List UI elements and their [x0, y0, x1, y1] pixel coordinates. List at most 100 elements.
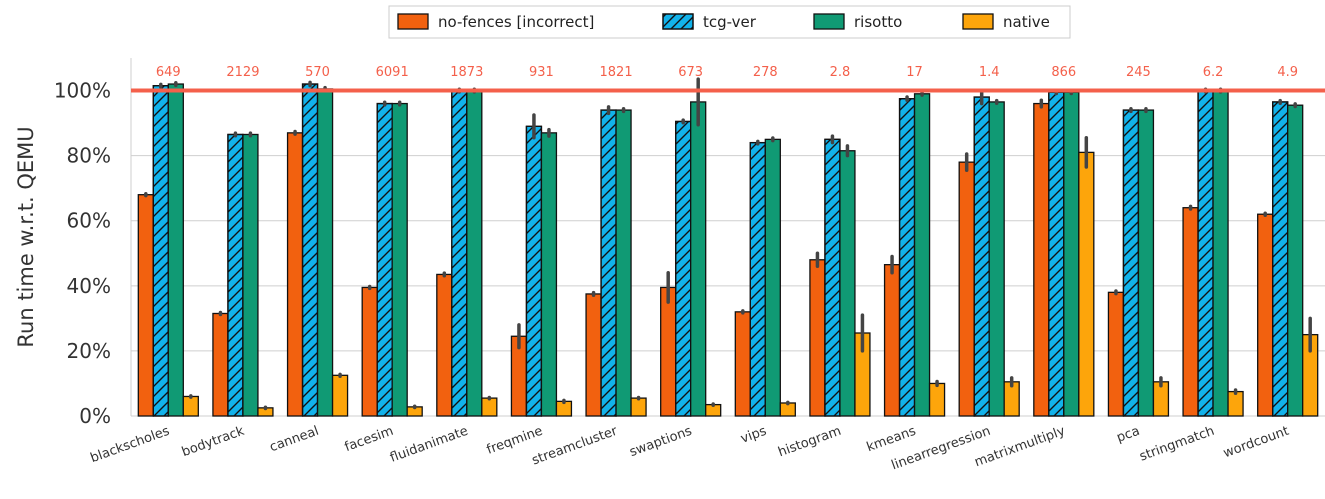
bar: [182, 395, 199, 417]
top-label: 649: [156, 65, 181, 80]
bar-hatch: [451, 89, 468, 417]
x-tick-label: blackscholes: [89, 424, 172, 467]
x-axis: blackscholes bodytrack canneal facesimfluid…: [89, 423, 1292, 473]
bar-hatch: [525, 125, 543, 417]
y-tick-label: 80%: [67, 144, 111, 168]
bar: [242, 133, 259, 417]
legend-box: [388, 5, 1071, 39]
bar: [212, 312, 229, 417]
bar: [1287, 104, 1304, 417]
bar-hatch: [898, 98, 916, 417]
y-tick-label: 100%: [54, 79, 111, 103]
y-axis: 0% 20% 40% 60% 80% 100%: [54, 79, 111, 428]
top-labels: 649 2129 570 6091 1873 931 1821 673 278 2.8 17 1.4 8…: [156, 65, 1298, 80]
top-label: 1821: [600, 65, 633, 80]
x-tick-label: pca: [1115, 424, 1142, 446]
bar: [391, 102, 408, 417]
bar: [1182, 207, 1199, 417]
legend-label: native: [1003, 13, 1050, 31]
x-tick-label: histogram: [776, 424, 843, 461]
bar: [690, 101, 707, 417]
top-label: 931: [529, 65, 554, 80]
legend: no-fences [incorrect] tcg-ver risotto nativ…: [388, 5, 1071, 39]
legend-label: risotto: [854, 13, 902, 31]
top-label: 2129: [226, 65, 259, 80]
x-tick-label: wordcount: [1221, 424, 1291, 462]
bar: [734, 311, 751, 417]
x-tick-label: canneal: [268, 424, 321, 456]
bar: [137, 194, 154, 417]
bar-hatch: [1197, 89, 1214, 417]
bar: [883, 264, 901, 417]
y-tick-label: 20%: [67, 339, 111, 363]
legend-label: tcg-ver: [703, 13, 757, 31]
top-label: 4.9: [1277, 65, 1298, 80]
bar: [615, 109, 632, 417]
bar-hatch: [973, 96, 990, 417]
bar: [481, 397, 498, 417]
bar: [839, 150, 856, 417]
x-tick-label: bodytrack: [180, 424, 247, 461]
bar: [1078, 151, 1095, 417]
bar: [988, 101, 1005, 417]
bar: [764, 138, 781, 417]
x-tick-label: streamcluster: [530, 423, 620, 468]
top-label: 673: [678, 65, 703, 80]
bar: [466, 89, 483, 417]
x-tick-label: fluidanimate: [388, 424, 470, 466]
bar-hatch: [1048, 91, 1065, 417]
x-tick-label: vips: [739, 424, 769, 447]
legend-swatch: [813, 13, 845, 30]
y-tick-label: 60%: [67, 209, 111, 233]
bar-hatch: [152, 85, 169, 417]
x-tick-label: facesim: [343, 424, 396, 455]
bar-hatch: [1122, 109, 1140, 417]
x-tick-label: kmeans: [865, 424, 918, 456]
bar: [809, 259, 826, 417]
top-label: 6.2: [1203, 65, 1224, 80]
top-label: 866: [1051, 65, 1076, 80]
bar: [928, 382, 946, 417]
bar: [1227, 390, 1244, 417]
top-label: 1.4: [979, 65, 1000, 80]
top-label: 278: [753, 65, 778, 80]
y-tick-label: 0%: [79, 404, 111, 428]
bar: [331, 374, 349, 417]
x-tick-label: swaptions: [628, 424, 695, 461]
bar: [316, 88, 334, 417]
bar: [585, 293, 602, 417]
legend-label: no-fences [incorrect]: [438, 13, 594, 31]
y-axis-title: Run time w.r.t. QEMU: [14, 126, 38, 347]
bars: [137, 83, 1319, 417]
bar-hatch: [1272, 101, 1289, 417]
bar: [958, 161, 975, 417]
bar: [1063, 91, 1080, 417]
bar: [1257, 213, 1274, 417]
bar-hatch: [675, 120, 692, 417]
top-label: 2.8: [830, 65, 851, 80]
bar: [540, 132, 558, 417]
legend-swatch: [962, 13, 994, 30]
top-label: 570: [305, 65, 330, 80]
bar: [1033, 102, 1050, 417]
top-label: 1873: [450, 65, 483, 80]
top-label: 245: [1126, 65, 1151, 80]
bar-hatch: [227, 133, 244, 417]
bar: [630, 397, 647, 417]
x-tick-label: stringmatch: [1138, 424, 1217, 465]
bar: [1212, 89, 1229, 417]
bar: [436, 273, 453, 417]
bar-hatch: [376, 102, 393, 417]
bar: [361, 286, 378, 417]
bar: [660, 286, 677, 417]
legend-swatch: [397, 13, 429, 30]
bar-hatch: [749, 141, 766, 417]
top-label: 17: [906, 65, 923, 80]
bar: [913, 93, 931, 417]
bar: [1107, 291, 1125, 417]
top-label: 6091: [376, 65, 409, 80]
y-tick-label: 40%: [67, 274, 111, 298]
bar: [1137, 109, 1155, 417]
bar-hatch: [824, 138, 841, 417]
